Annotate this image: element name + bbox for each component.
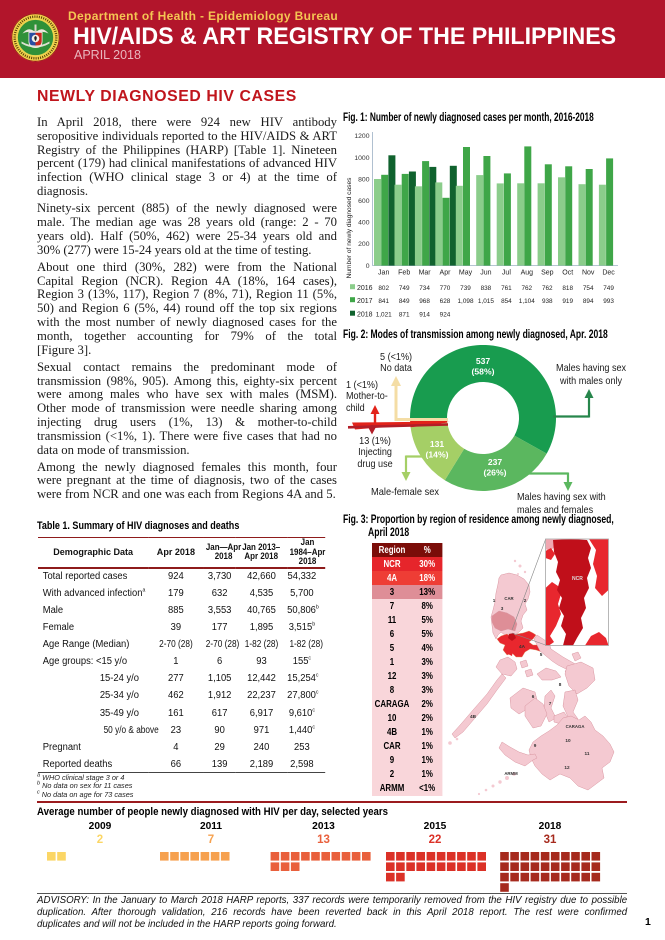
svg-text:1: 1 xyxy=(493,598,496,603)
svg-text:1,104: 1,104 xyxy=(519,298,535,305)
svg-text:914: 914 xyxy=(419,312,430,319)
svg-text:1,021: 1,021 xyxy=(376,312,392,319)
svg-text:Jul: Jul xyxy=(502,270,511,277)
svg-text:838: 838 xyxy=(481,285,492,292)
svg-text:Apr: Apr xyxy=(440,270,452,277)
svg-text:749: 749 xyxy=(399,285,410,292)
svg-text:(14%): (14%) xyxy=(426,450,449,460)
svg-text:131: 131 xyxy=(430,439,445,449)
svg-text:2018: 2018 xyxy=(357,312,373,319)
svg-text:Jan: Jan xyxy=(378,270,389,277)
svg-text:993: 993 xyxy=(603,298,614,305)
svg-text:854: 854 xyxy=(501,298,512,305)
svg-text:CAR: CAR xyxy=(504,596,514,601)
svg-text:600: 600 xyxy=(358,198,370,205)
svg-text:12: 12 xyxy=(564,765,570,770)
svg-text:237: 237 xyxy=(488,457,503,467)
svg-text:Dec: Dec xyxy=(602,270,615,277)
svg-text:10: 10 xyxy=(565,738,571,743)
svg-text:ARMM: ARMM xyxy=(504,771,518,776)
svg-text:CARAGA: CARAGA xyxy=(566,724,585,729)
svg-text:(58%): (58%) xyxy=(472,367,495,377)
svg-text:749: 749 xyxy=(603,285,614,292)
svg-text:Oct: Oct xyxy=(562,270,573,277)
svg-text:Number of newly diagnosed cas: Number of newly diagnosed cases xyxy=(346,177,353,278)
svg-text:762: 762 xyxy=(521,285,532,292)
svg-text:Feb: Feb xyxy=(398,270,410,277)
svg-text:802: 802 xyxy=(378,285,389,292)
svg-text:400: 400 xyxy=(358,220,370,227)
svg-text:841: 841 xyxy=(378,298,389,305)
svg-text:924: 924 xyxy=(440,312,451,319)
svg-text:739: 739 xyxy=(460,285,471,292)
svg-text:0: 0 xyxy=(366,263,370,270)
svg-text:761: 761 xyxy=(501,285,512,292)
svg-text:1,015: 1,015 xyxy=(478,298,494,305)
svg-text:818: 818 xyxy=(562,285,573,292)
svg-text:1,098: 1,098 xyxy=(458,298,474,305)
svg-text:849: 849 xyxy=(399,298,410,305)
svg-text:6: 6 xyxy=(532,694,535,699)
svg-text:200: 200 xyxy=(358,241,370,248)
svg-text:754: 754 xyxy=(583,285,594,292)
svg-text:1200: 1200 xyxy=(354,133,369,140)
svg-text:968: 968 xyxy=(419,298,430,305)
svg-text:Jun: Jun xyxy=(480,270,491,277)
svg-text:NCR: NCR xyxy=(572,576,583,582)
svg-text:762: 762 xyxy=(542,285,553,292)
svg-text:800: 800 xyxy=(358,176,370,183)
svg-text:Mar: Mar xyxy=(419,270,432,277)
svg-text:May: May xyxy=(459,270,473,277)
svg-text:4B: 4B xyxy=(470,714,477,719)
svg-text:5: 5 xyxy=(540,652,543,657)
svg-text:894: 894 xyxy=(583,298,594,305)
svg-text:9: 9 xyxy=(534,743,537,748)
svg-text:(26%): (26%) xyxy=(484,468,507,478)
svg-text:Nov: Nov xyxy=(582,270,595,277)
svg-text:2017: 2017 xyxy=(357,298,373,305)
svg-text:537: 537 xyxy=(476,356,491,366)
svg-text:1000: 1000 xyxy=(354,155,369,162)
svg-text:2016: 2016 xyxy=(357,285,373,292)
svg-text:871: 871 xyxy=(399,312,410,319)
svg-text:734: 734 xyxy=(419,285,430,292)
svg-text:919: 919 xyxy=(562,298,573,305)
svg-text:938: 938 xyxy=(542,298,553,305)
svg-text:4A: 4A xyxy=(519,644,526,649)
svg-text:3: 3 xyxy=(501,606,504,611)
svg-text:Sep: Sep xyxy=(541,270,554,277)
svg-text:8: 8 xyxy=(559,682,562,687)
svg-text:Aug: Aug xyxy=(521,270,534,277)
svg-text:2: 2 xyxy=(524,598,527,603)
svg-text:628: 628 xyxy=(440,298,451,305)
svg-text:770: 770 xyxy=(440,285,451,292)
svg-text:7: 7 xyxy=(549,701,552,706)
svg-text:11: 11 xyxy=(585,751,590,756)
